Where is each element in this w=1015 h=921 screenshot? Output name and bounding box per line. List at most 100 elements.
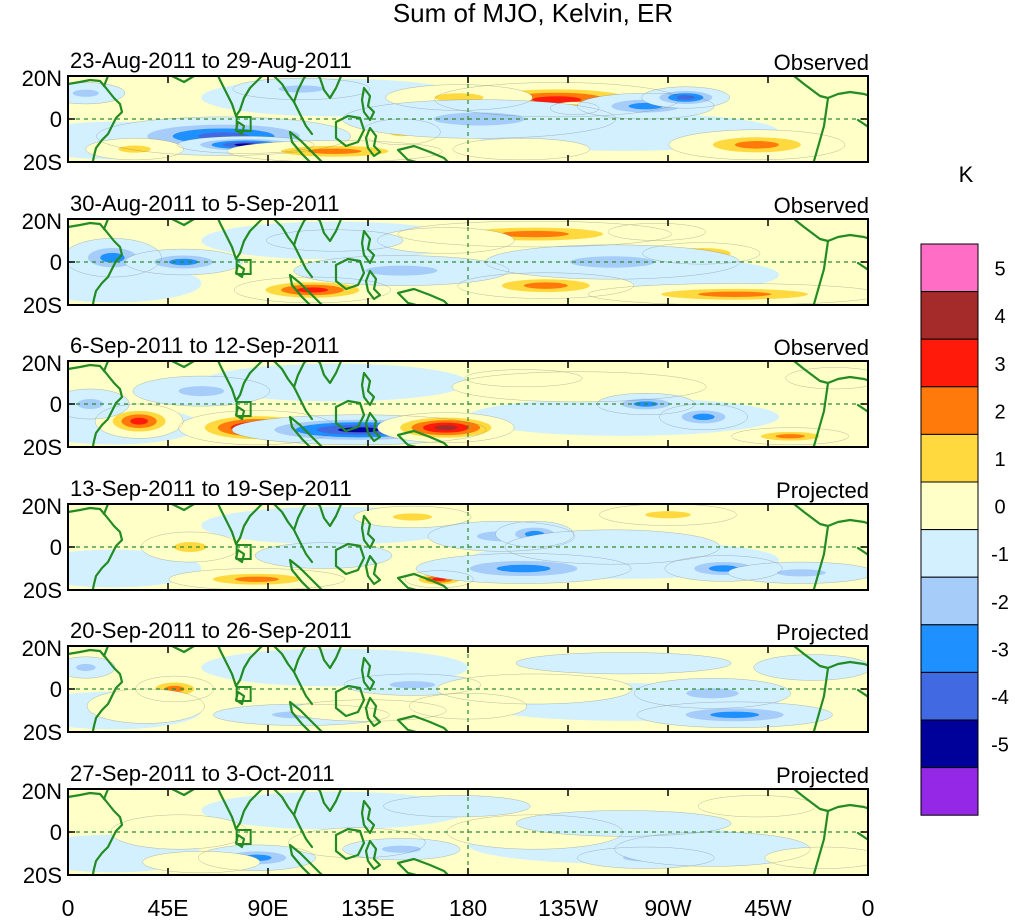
anomaly-contour (500, 230, 569, 238)
anomaly-contour (365, 265, 438, 276)
contour-line (132, 375, 270, 407)
anomaly-contour (381, 845, 421, 853)
contour-line (266, 229, 404, 252)
contour-line (727, 561, 868, 584)
contour-line (231, 414, 487, 446)
anomaly-contour (278, 85, 325, 93)
contour-line (397, 220, 672, 248)
contour-line (427, 521, 575, 552)
colorbar-level-label: -1 (991, 544, 1009, 566)
anomaly-contour (686, 688, 739, 699)
colorbar: K 5 4 3 2 1 0 -1 -2 -3 -4 -5 (920, 162, 1009, 816)
y-tick-label: 20N (22, 351, 62, 376)
contour-line (383, 795, 531, 818)
colorbar-unit-label: K (959, 162, 974, 187)
contour-line (764, 846, 868, 869)
anomaly-field (68, 504, 868, 590)
contour-line (178, 410, 336, 446)
colorbar-swatch (920, 243, 979, 293)
x-tick-label: 90W (644, 895, 692, 921)
contour-line (642, 242, 761, 265)
contour-line (607, 223, 706, 241)
colorbar-swatch (920, 386, 979, 435)
colorbar-swatch (920, 433, 979, 483)
colorbar-swatch (920, 529, 979, 578)
contour-line (94, 403, 184, 439)
anomaly-contour (118, 145, 151, 153)
panel-status: Projected (776, 763, 869, 788)
anomaly-field (68, 361, 868, 447)
contour-line (254, 542, 393, 569)
contour-line (614, 831, 811, 867)
panel-status: Projected (776, 478, 869, 503)
panel-status: Observed (774, 50, 869, 75)
region-box (235, 686, 252, 702)
map-panel: 20N 0 20S 20-Sep-2011 to 26-Sep-2011 Project… (22, 618, 869, 745)
region-box (235, 829, 252, 845)
region-box (235, 544, 252, 560)
x-tick-label: 0 (62, 895, 75, 921)
panel-status: Projected (776, 620, 869, 645)
anomaly-contour (632, 227, 682, 237)
contour-line (599, 504, 737, 526)
contour-line (668, 129, 846, 161)
anomaly-contour (523, 282, 568, 289)
colorbar-swatch (920, 671, 979, 721)
contour-line (96, 116, 351, 156)
anomaly-contour (76, 663, 96, 672)
contour-line (404, 570, 474, 589)
anomaly-contour (300, 235, 369, 246)
anomaly-contour (692, 413, 715, 421)
anomaly-contour (328, 705, 408, 716)
x-tick-label: 135W (538, 895, 598, 921)
y-tick-label: 20S (23, 720, 62, 745)
anomaly-contour (130, 417, 148, 425)
map-panel: 20N 0 20S 30-Aug-2011 to 5-Sep-2011 Observed (22, 191, 869, 318)
x-tick-label: 135E (341, 895, 395, 921)
contour-line (385, 84, 533, 111)
anomaly-contour (411, 234, 480, 247)
x-tick-label: 180 (449, 895, 487, 921)
y-tick-label: 20N (22, 779, 62, 804)
contour-line (68, 656, 116, 679)
x-tick-label: 0 (862, 895, 875, 921)
y-tick-label: 20S (23, 435, 62, 460)
map-panel: 20N 0 20S 6-Sep-2011 to 12-Sep-2011 Observed (22, 333, 869, 460)
y-tick-label: 0 (50, 107, 62, 132)
colorbar-swatch (920, 624, 979, 673)
colorbar-swatch (920, 338, 979, 388)
y-tick-label: 20N (22, 66, 62, 91)
panel-date-range: 30-Aug-2011 to 5-Sep-2011 (70, 191, 340, 216)
contour-line (353, 505, 472, 528)
map-panel: 20N 0 20S 23-Aug-2011 to 29-Aug-2011 Observe… (22, 48, 869, 175)
y-tick-label: 0 (50, 535, 62, 560)
colorbar-level-label: 0 (994, 497, 1005, 519)
panel-date-range: 13-Sep-2011 to 19-Sep-2011 (70, 476, 352, 501)
contour-line (226, 140, 443, 162)
colorbar-level-label: -4 (991, 687, 1009, 709)
contour-line (664, 555, 783, 582)
contour-line (515, 652, 732, 675)
contour-lines (110, 795, 868, 874)
contour-line (452, 138, 590, 161)
anomaly-contour (569, 657, 678, 669)
anomaly-contour (144, 823, 214, 841)
anomaly-contour (72, 89, 99, 97)
anomaly-contour (438, 699, 498, 713)
anomaly-contour (676, 95, 695, 100)
contour-line (213, 703, 390, 726)
colorbar-level-label: 4 (994, 306, 1005, 328)
contour-line (168, 568, 346, 590)
region-box (235, 401, 252, 417)
anomaly-contour (420, 800, 494, 812)
anomaly-contour (100, 252, 125, 263)
panel-date-range: 6-Sep-2011 to 12-Sep-2011 (70, 333, 340, 358)
contour-line (86, 688, 205, 724)
contour-line (550, 101, 600, 115)
anomaly-contour (532, 96, 582, 104)
map-panel: 20N 0 20S 27-Sep-2011 to 3-Oct-2011 Projecte… (22, 761, 869, 888)
colorbar-level-label: 2 (994, 401, 1005, 423)
y-tick-label: 20S (23, 150, 62, 175)
y-tick-label: 20S (23, 863, 62, 888)
contour-line (288, 827, 426, 859)
